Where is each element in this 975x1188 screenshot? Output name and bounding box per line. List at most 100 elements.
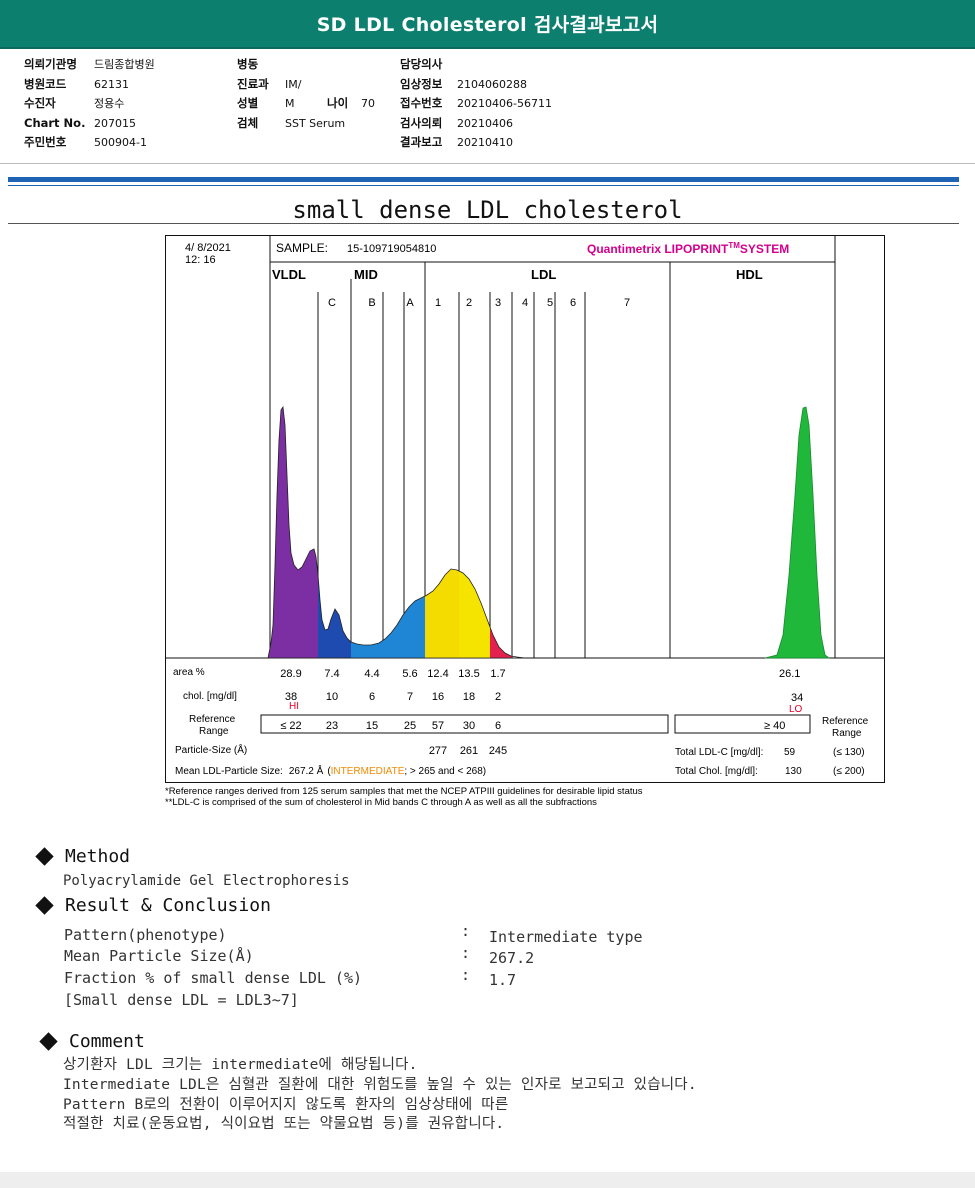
info-row: 진료과 IM/ <box>237 76 302 91</box>
result-value-size: 267.2 <box>489 949 535 967</box>
ref-value: 57 <box>432 720 444 732</box>
group-mid: MID <box>354 267 378 282</box>
band-label-6: 6 <box>570 297 576 309</box>
report-date: 4/ 8/2021 <box>185 242 231 254</box>
profile-outline <box>267 405 526 659</box>
info-row: 임상정보 2104060288 <box>400 76 527 91</box>
total-chol-ref: (≤ 200) <box>833 766 865 777</box>
footnote-1: *Reference ranges derived from 125 serum… <box>165 786 643 797</box>
ref-right-label2: Range <box>832 728 862 739</box>
area-values: 28.9 7.4 4.4 5.6 12.4 13.5 1.7 <box>280 668 505 680</box>
result-label-size: Mean Particle Size(Å) <box>64 947 254 965</box>
area-value: 5.6 <box>402 668 417 680</box>
title-divider <box>0 47 975 49</box>
method-text: Polyacrylamide Gel Electrophoresis <box>63 873 350 889</box>
comment-heading: Comment <box>39 1031 145 1052</box>
chol-value: 6 <box>369 691 375 703</box>
ref-right-label1: Reference <box>822 716 869 727</box>
ref-value: 30 <box>463 720 475 732</box>
total-ldl-ref: (≤ 130) <box>833 747 865 758</box>
info-row: 결과보고 20210410 <box>400 135 513 149</box>
info-row: 검체 SST Serum <box>237 115 346 130</box>
diamond-bullet-icon <box>35 847 54 866</box>
ref-range-box <box>260 714 669 734</box>
ref-value: 6 <box>495 720 501 732</box>
hdl-chol: 34 <box>791 692 803 704</box>
info-divider <box>0 163 975 164</box>
result-heading: Result & Conclusion <box>35 895 271 916</box>
info-row: 의뢰기관명 드림종합병원 <box>24 57 155 71</box>
patient-info-col2: 병동 진료과 IM/ 성별 M 나이 70 검체 SST Serum <box>237 55 375 133</box>
colon: : <box>461 966 471 984</box>
particle-value: 277 <box>429 745 447 757</box>
info-row: 주민번호 500904-1 <box>24 135 147 149</box>
hdl-area: 26.1 <box>779 668 800 680</box>
group-vldl: VLDL <box>272 267 306 282</box>
band-labels: C B A 1 2 3 4 5 6 7 <box>328 297 630 309</box>
info-row: 수진자 정용수 <box>24 96 125 110</box>
comment-line: Intermediate LDL은 심혈관 질환에 대한 위험도를 높일 수 있… <box>63 1077 697 1093</box>
chol-value: 18 <box>463 691 475 703</box>
band-label-5: 5 <box>547 297 553 309</box>
blue-rule-thin <box>8 185 959 186</box>
lipoprint-report: 4/ 8/2021 12: 16 SAMPLE: 15-109719054810… <box>165 235 885 808</box>
total-ldl-label: Total LDL-C [mg/dl]: <box>675 747 763 758</box>
row-label-ref1: Reference <box>189 714 236 725</box>
result-value-fraction: 1.7 <box>489 971 517 989</box>
area-value: 7.4 <box>324 668 339 680</box>
graph-title: small dense LDL cholesterol <box>292 196 683 224</box>
colon: : <box>461 922 471 940</box>
particle-values: 277 261 245 <box>429 745 507 757</box>
report-title-bar: SD LDL Cholesterol 검사결과보고서 <box>0 0 975 47</box>
comment-line: 적절한 치료(운동요법, 식이요법 또는 약물요법 등)를 권유합니다. <box>63 1116 505 1132</box>
area-value: 12.4 <box>427 668 448 680</box>
age-label: 나이 <box>327 96 349 110</box>
row-label-ref2: Range <box>199 726 229 737</box>
area-value: 13.5 <box>458 668 479 680</box>
footer-band <box>0 1172 975 1188</box>
info-row: 성별 M 나이 70 <box>237 94 375 114</box>
ref-value: 23 <box>326 720 338 732</box>
info-row: Chart No. 207015 <box>24 115 136 130</box>
report-frame <box>165 235 885 783</box>
group-ldl: LDL <box>531 267 556 282</box>
report-title: SD LDL Cholesterol 검사결과보고서 <box>316 14 659 36</box>
ref-value: 15 <box>366 720 378 732</box>
hdl-flag: LO <box>789 704 803 715</box>
total-chol-value: 130 <box>785 766 802 777</box>
hdl-ref: ≥ 40 <box>764 720 785 732</box>
chol-value: 38 <box>285 691 297 703</box>
hdl-peak <box>764 406 831 659</box>
colon: : <box>461 944 471 962</box>
group-hdl: HDL <box>736 267 763 282</box>
result-note: [Small dense LDL = LDL3~7] <box>64 991 299 1009</box>
area-value: 1.7 <box>490 668 505 680</box>
graph-title-rule <box>8 223 959 224</box>
band-label-c: C <box>328 297 336 309</box>
particle-value: 261 <box>460 745 478 757</box>
chol-value: 10 <box>326 691 338 703</box>
age-value: 70 <box>361 97 375 110</box>
chol-value: 16 <box>432 691 444 703</box>
row-label-chol: chol. [mg/dl] <box>183 691 237 702</box>
particle-value: 245 <box>489 745 507 757</box>
info-row: 접수번호 20210406-56711 <box>400 96 552 110</box>
band-label-1: 1 <box>435 297 441 309</box>
patient-info-col3: 담당의사 임상정보 2104060288 접수번호 20210406-56711 검… <box>400 55 552 153</box>
report-time: 12: 16 <box>185 254 216 266</box>
area-value: 28.9 <box>280 668 301 680</box>
system-name: Quantimetrix LIPOPRINTTMSYSTEM <box>587 241 789 256</box>
band-label-7: 7 <box>624 297 630 309</box>
diamond-bullet-icon <box>39 1032 58 1051</box>
band-label-a: A <box>406 297 414 309</box>
row-label-mean: Mean LDL-Particle Size: 267.2 Å (INTERMEDI… <box>175 764 486 777</box>
band-label-3: 3 <box>495 297 501 309</box>
hdl-ref-box <box>674 714 811 734</box>
sample-label: SAMPLE: <box>276 241 328 255</box>
row-label-area: area % <box>173 667 205 678</box>
row-label-particle: Particle-Size (Å) <box>175 743 247 756</box>
band-separators <box>317 262 671 658</box>
ref-value: ≤ 22 <box>280 720 301 732</box>
info-row: 검사의뢰 20210406 <box>400 115 513 130</box>
vldl-flag: HI <box>289 701 299 712</box>
